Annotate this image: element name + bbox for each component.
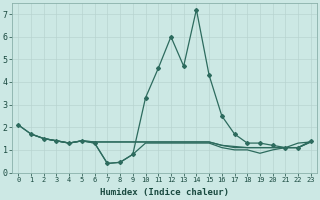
X-axis label: Humidex (Indice chaleur): Humidex (Indice chaleur) (100, 188, 229, 197)
